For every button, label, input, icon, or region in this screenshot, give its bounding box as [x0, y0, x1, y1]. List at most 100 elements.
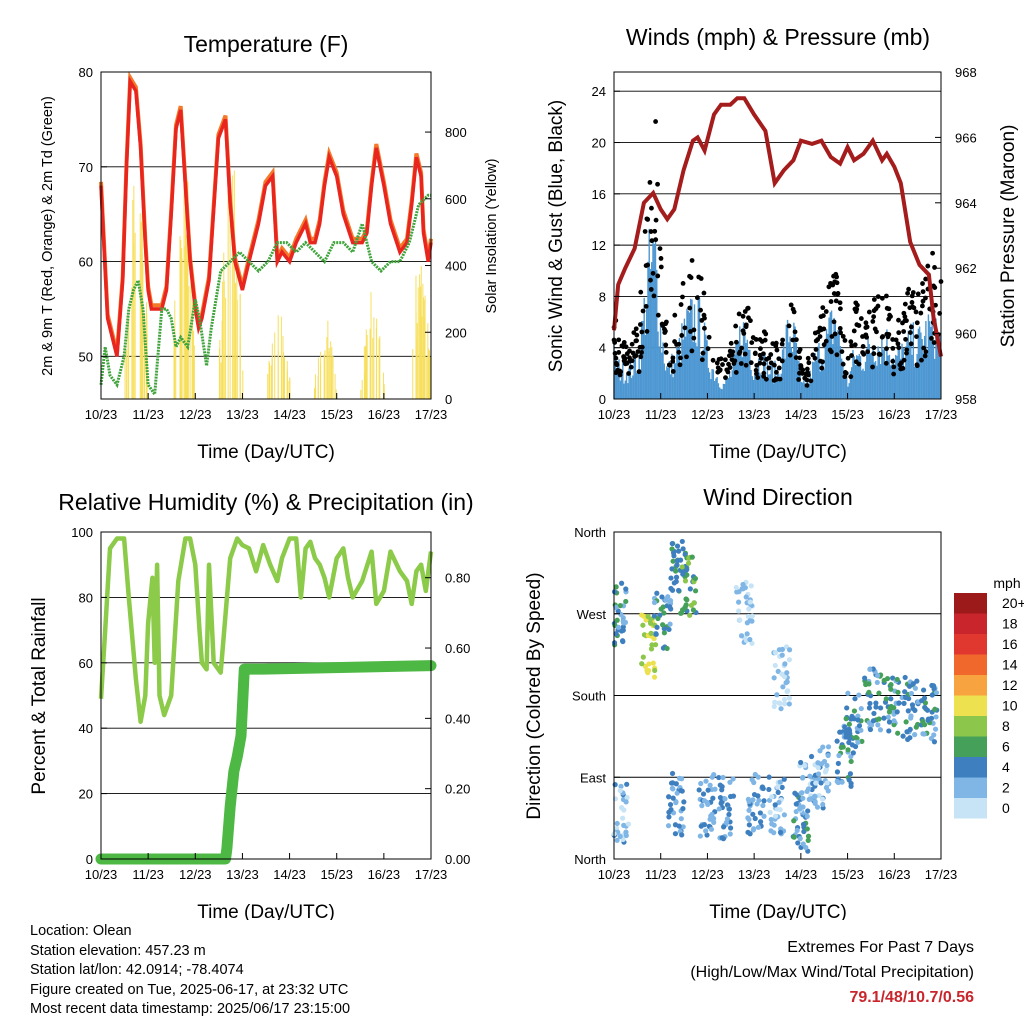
x-tick-label: 16/23 [878, 407, 911, 422]
direction-point [878, 705, 884, 711]
gust-point [884, 346, 889, 352]
gust-point [820, 305, 826, 311]
y2-tick-label: 964 [955, 196, 977, 211]
direction-point [808, 753, 815, 760]
gust-point [736, 311, 742, 317]
direction-point [779, 646, 786, 652]
direction-point [701, 798, 708, 804]
direction-point [618, 783, 624, 789]
direction-point [924, 707, 931, 713]
direction-point [755, 793, 761, 799]
gust-point [650, 270, 656, 276]
direction-point [673, 781, 679, 787]
gust-point [902, 301, 908, 307]
gust-point [645, 262, 651, 268]
direction-point [813, 780, 819, 786]
gust-point [684, 354, 689, 360]
gust-point [663, 321, 669, 327]
direction-point [617, 787, 623, 794]
direction-point [672, 831, 679, 837]
gust-point [848, 339, 854, 345]
gust-point [748, 360, 754, 366]
legend-swatch [954, 654, 987, 675]
x-tick-label: 11/23 [645, 407, 677, 422]
y-tick-label: 20 [592, 136, 606, 151]
direction-point [620, 815, 626, 821]
gust-point [929, 335, 934, 341]
gust-point [733, 370, 739, 375]
gust-point [760, 351, 766, 357]
gust-point [724, 367, 730, 373]
direction-point [726, 811, 732, 818]
direction-point [786, 695, 793, 701]
direction-point [621, 807, 627, 813]
gust-point [893, 337, 899, 343]
direction-point [661, 630, 668, 636]
direction-point [749, 640, 755, 646]
direction-point [760, 802, 766, 809]
gust-point [848, 374, 854, 380]
gust-point [687, 305, 693, 311]
gust-point [700, 350, 706, 356]
y-tick-label: 70 [79, 160, 93, 175]
gust-point [856, 323, 862, 328]
gust-point [743, 362, 749, 368]
direction-point [611, 589, 618, 595]
gust-point [909, 300, 915, 305]
gust-point [764, 356, 769, 362]
direction-point [676, 823, 682, 829]
gust-point [733, 323, 739, 329]
legend-label: 6 [1002, 739, 1010, 755]
gust-point [639, 349, 644, 355]
direction-point [659, 594, 665, 600]
direction-point [843, 734, 849, 740]
gust-point [804, 383, 810, 388]
gust-point [931, 340, 937, 345]
direction-point [799, 790, 805, 796]
x-tick-label: 17/23 [415, 407, 448, 422]
direction-point [920, 687, 927, 693]
gust-point [831, 273, 836, 279]
direction-point [760, 785, 766, 792]
gust-point [695, 295, 700, 301]
gust-point [621, 354, 627, 359]
gust-point [770, 341, 776, 347]
direction-point [670, 786, 676, 792]
gust-point [828, 299, 834, 304]
direction-point [664, 645, 670, 652]
direction-point [650, 660, 656, 666]
gust-point [884, 293, 889, 299]
humidity-plot-frame [100, 531, 432, 860]
gust-point [759, 339, 765, 344]
legend-title: mph [993, 575, 1020, 591]
y2-tick-label: 968 [955, 65, 977, 80]
direction-point [776, 799, 782, 806]
gust-point [864, 334, 869, 340]
pressure-line [612, 96, 943, 357]
gust-point [833, 298, 839, 304]
gust-point [890, 345, 896, 351]
direction-point [612, 782, 618, 788]
pressure-y-label: Station Pressure (Maroon) [998, 125, 1019, 348]
direction-point [807, 773, 813, 779]
gust-point [616, 337, 622, 343]
gust-point [835, 291, 841, 296]
x-tick-label: 13/23 [226, 867, 259, 882]
gust-point [842, 338, 848, 343]
gust-point [753, 337, 759, 342]
gust-point [651, 293, 657, 299]
direction-point [678, 787, 684, 794]
gust-point [839, 349, 845, 354]
direction-point [654, 590, 660, 596]
direction-point [689, 554, 695, 560]
direction-point [866, 720, 872, 726]
direction-point [824, 762, 830, 769]
direction-point [835, 760, 841, 767]
gust-point [908, 341, 914, 347]
gust-point [740, 328, 746, 334]
direction-point [663, 597, 669, 603]
direction-point [692, 575, 699, 582]
direction-point [866, 689, 872, 695]
direction-point [668, 575, 674, 581]
y2-tick-label: 0.60 [445, 641, 470, 656]
